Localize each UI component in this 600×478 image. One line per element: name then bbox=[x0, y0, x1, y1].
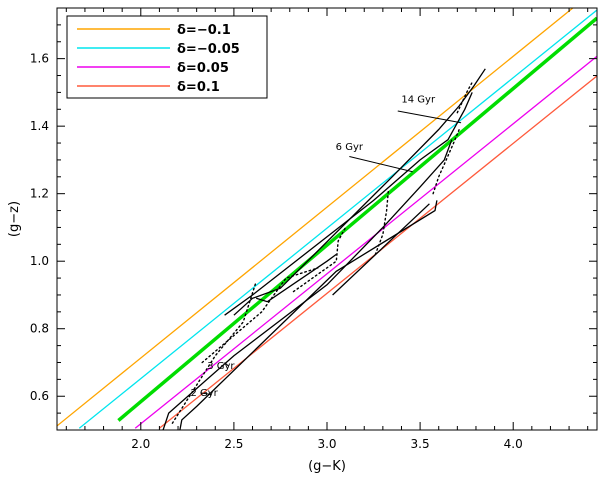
annotation-arrow-2 bbox=[224, 362, 229, 367]
legend-label-2: δ=0.05 bbox=[177, 61, 229, 76]
series-line-4 bbox=[117, 16, 597, 422]
isochrone-solid-1 bbox=[162, 139, 453, 430]
x-tick-label: 2.0 bbox=[131, 437, 150, 451]
isochrone-dotted-7 bbox=[201, 267, 319, 364]
annotation-label-2: 3 Gyr bbox=[207, 361, 235, 372]
y-axis-title: (g−z) bbox=[7, 201, 22, 237]
isochrone-dotted-8 bbox=[292, 226, 347, 293]
isochrone-solid-3 bbox=[233, 68, 486, 316]
isochrone-dotted-11 bbox=[456, 81, 473, 114]
y-tick-label: 0.8 bbox=[30, 322, 49, 336]
y-tick-label: 1.2 bbox=[30, 187, 49, 201]
isochrone-solid-4 bbox=[256, 253, 337, 303]
y-tick-label: 1.4 bbox=[30, 119, 49, 133]
x-tick-label: 3.0 bbox=[317, 437, 336, 451]
y-tick-label: 1.6 bbox=[30, 52, 49, 66]
isochrone-solid-5 bbox=[332, 203, 430, 296]
isochrone-dotted-6 bbox=[171, 280, 257, 424]
isochrone-solid-0 bbox=[179, 200, 438, 430]
legend-label-1: δ=−0.05 bbox=[177, 42, 240, 57]
annotation-label-0: 14 Gyr bbox=[401, 95, 436, 106]
isochrone-solid-2 bbox=[224, 92, 473, 316]
x-tick-label: 3.5 bbox=[411, 437, 430, 451]
legend-label-3: δ=0.1 bbox=[177, 80, 220, 95]
series-line-1 bbox=[78, 9, 597, 429]
annotation-label-1: 6 Gyr bbox=[336, 142, 364, 153]
series-line-0 bbox=[57, 8, 574, 427]
series-line-2 bbox=[134, 55, 597, 429]
annotation-label-3: 2 Gyr bbox=[190, 388, 218, 399]
annotation-arrow-1 bbox=[349, 156, 413, 173]
y-tick-label: 0.6 bbox=[30, 389, 49, 403]
annotation-arrow-3 bbox=[200, 392, 212, 396]
legend-label-0: δ=−0.1 bbox=[177, 23, 231, 38]
x-tick-label: 2.5 bbox=[224, 437, 243, 451]
annotation-arrow-0 bbox=[397, 110, 462, 124]
x-tick-label: 4.0 bbox=[504, 437, 523, 451]
isochrone-dotted-10 bbox=[432, 128, 460, 195]
isochrone-dotted-9 bbox=[374, 189, 390, 256]
y-tick-label: 1.0 bbox=[30, 254, 49, 268]
x-axis-title: (g−K) bbox=[308, 459, 346, 474]
legend: δ=−0.1 δ=−0.05 δ=0.05 δ=0.1 bbox=[66, 15, 268, 99]
